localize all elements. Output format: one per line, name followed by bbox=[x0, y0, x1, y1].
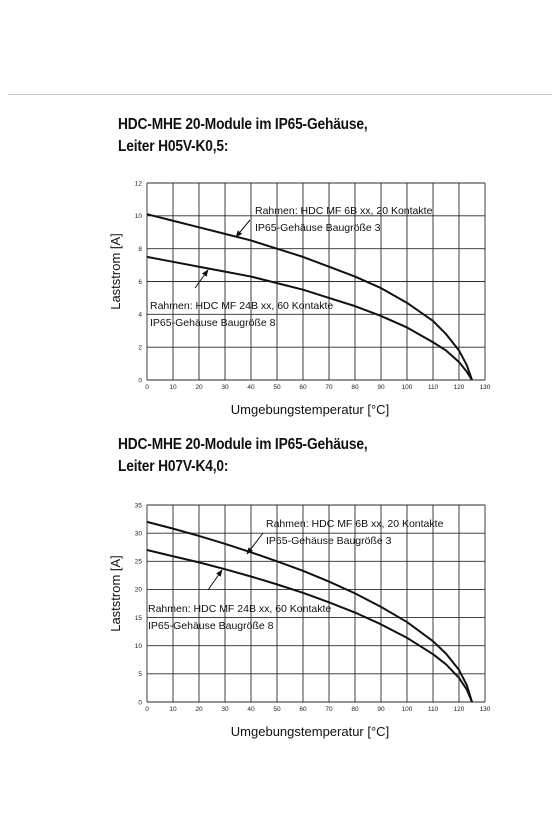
x-tick-label: 130 bbox=[480, 384, 491, 391]
grid bbox=[146, 504, 486, 703]
y-tick-label: 8 bbox=[138, 246, 142, 253]
chart-1-svg: 0 10 20 30 40 50 60 70 80 90 100 110 120 130 0 2 4 6 8 10 12… bbox=[108, 180, 491, 417]
x-tick-label: 90 bbox=[377, 706, 385, 713]
x-tick-label: 110 bbox=[428, 384, 439, 391]
y-tick-label: 5 bbox=[138, 671, 142, 678]
chart-2-heading-line-2: Leiter H07V-K4,0: bbox=[118, 458, 229, 475]
annotation-line-1: Rahmen: HDC MF 6B xx, 20 Kontakte bbox=[255, 205, 433, 217]
annotation-line-1: Rahmen: HDC MF 24B xx, 60 Kontakte bbox=[150, 300, 333, 312]
x-tick-label: 110 bbox=[428, 706, 439, 713]
annotation-arrow-2 bbox=[194, 269, 209, 289]
annotation-line-2: IP65-Gehäuse Baugröße 3 bbox=[266, 535, 392, 547]
x-tick-label: 100 bbox=[402, 706, 413, 713]
x-tick-label: 60 bbox=[299, 706, 307, 713]
y-tick-label: 20 bbox=[135, 587, 143, 594]
x-tick-label: 60 bbox=[299, 384, 307, 391]
x-tick-label: 20 bbox=[195, 384, 203, 391]
annotation-2: Rahmen: HDC MF 24B xx, 60 Kontakte IP65-G… bbox=[150, 300, 333, 329]
top-divider bbox=[8, 94, 552, 95]
x-tick-label: 50 bbox=[273, 706, 281, 713]
y-tick-label: 2 bbox=[138, 344, 142, 351]
series-line-1 bbox=[146, 213, 473, 381]
series-line-1 bbox=[146, 520, 473, 703]
chart-2-heading-line-1: HDC-MHE 20-Module im IP65-Gehäuse, bbox=[118, 436, 368, 453]
annotation-line-2: IP65-Gehäuse Baugröße 3 bbox=[255, 222, 381, 234]
x-tick-label: 40 bbox=[247, 706, 255, 713]
x-axis-label: Umgebungstemperatur [°C] bbox=[231, 402, 389, 417]
x-tick-label: 120 bbox=[454, 384, 465, 391]
x-tick-label: 20 bbox=[195, 706, 203, 713]
chart-1-heading: HDC-MHE 20-Module im IP65-Gehäuse, Leite… bbox=[118, 114, 368, 158]
x-tick-label: 30 bbox=[221, 384, 229, 391]
y-axis-label: Laststrom [A] bbox=[108, 233, 123, 310]
x-tick-label: 10 bbox=[169, 384, 177, 391]
annotation-line-1: Rahmen: HDC MF 6B xx, 20 Kontakte bbox=[266, 518, 444, 530]
x-tick-label: 130 bbox=[480, 706, 491, 713]
x-tick-label: 80 bbox=[351, 384, 359, 391]
chart-2-heading: HDC-MHE 20-Module im IP65-Gehäuse, Leite… bbox=[118, 434, 368, 478]
y-tick-label: 10 bbox=[135, 643, 143, 650]
y-tick-label: 12 bbox=[135, 180, 143, 187]
x-tick-label: 100 bbox=[402, 384, 413, 391]
x-tick-label: 50 bbox=[273, 384, 281, 391]
y-tick-label: 0 bbox=[138, 699, 142, 706]
y-tick-label: 30 bbox=[135, 530, 143, 537]
annotation-arrow-1 bbox=[235, 219, 251, 238]
x-tick-label: 120 bbox=[454, 706, 465, 713]
x-tick-label: 40 bbox=[247, 384, 255, 391]
chart-1-heading-line-1: HDC-MHE 20-Module im IP65-Gehäuse, bbox=[118, 116, 368, 133]
annotation-1: Rahmen: HDC MF 6B xx, 20 Kontakte IP65-Ge… bbox=[255, 205, 433, 234]
x-tick-label: 70 bbox=[325, 384, 333, 391]
x-tick-label: 90 bbox=[377, 384, 385, 391]
y-tick-label: 10 bbox=[135, 213, 143, 220]
x-tick-label: 70 bbox=[325, 706, 333, 713]
y-tick-label: 25 bbox=[135, 559, 143, 566]
x-tick-label: 30 bbox=[221, 706, 229, 713]
y-tick-label: 4 bbox=[138, 312, 142, 319]
annotation-line-1: Rahmen: HDC MF 24B xx, 60 Kontakte bbox=[148, 603, 331, 615]
chart-1-heading-line-2: Leiter H05V-K0,5: bbox=[118, 138, 229, 155]
annotation-arrow-1 bbox=[246, 532, 264, 555]
x-axis-label: Umgebungstemperatur [°C] bbox=[231, 724, 389, 739]
annotation-1: Rahmen: HDC MF 6B xx, 20 Kontakte IP65-Ge… bbox=[266, 518, 444, 547]
grid bbox=[146, 182, 486, 381]
x-tick-label: 0 bbox=[145, 384, 149, 391]
y-tick-label: 6 bbox=[138, 279, 142, 286]
x-tick-label: 10 bbox=[169, 706, 177, 713]
y-tick-label: 0 bbox=[138, 377, 142, 384]
annotation-line-2: IP65-Gehäuse Baugröße 8 bbox=[148, 620, 274, 632]
annotation-arrow-2 bbox=[207, 569, 223, 591]
y-tick-label: 15 bbox=[135, 615, 143, 622]
y-axis-label: Laststrom [A] bbox=[108, 555, 123, 632]
x-tick-label: 0 bbox=[145, 706, 149, 713]
series-line-2 bbox=[146, 549, 473, 703]
annotation-2: Rahmen: HDC MF 24B xx, 60 Kontakte IP65-G… bbox=[148, 603, 331, 632]
y-tick-label: 35 bbox=[135, 502, 143, 509]
annotation-line-2: IP65-Gehäuse Baugröße 8 bbox=[150, 317, 276, 329]
x-tick-label: 80 bbox=[351, 706, 359, 713]
chart-2-svg: 0 10 20 30 40 50 60 70 80 90 100 110 120 130 0 5 10 15 20 2… bbox=[108, 502, 491, 739]
series-line-2 bbox=[146, 255, 473, 381]
